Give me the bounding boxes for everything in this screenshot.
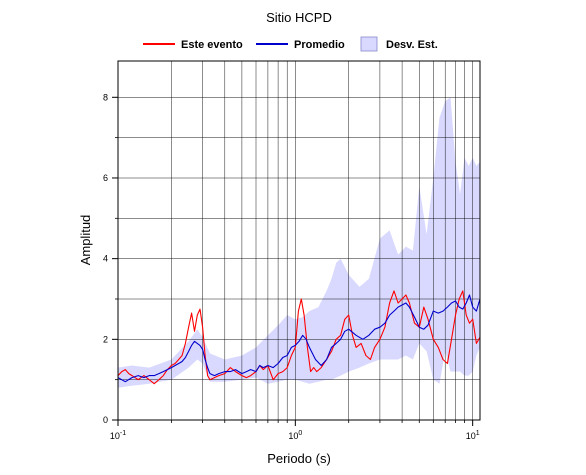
- x-tick-label: 100: [288, 430, 302, 441]
- legend-label-este-evento: Este evento: [181, 39, 243, 51]
- x-axis-label: Periodo (s): [267, 451, 331, 466]
- legend-swatch-desv-est: [360, 36, 378, 52]
- y-tick-label: 8: [103, 92, 108, 102]
- y-tick-label: 4: [103, 254, 108, 264]
- series-line-este-evento: [118, 290, 480, 385]
- x-tick-label: 10-1: [110, 430, 126, 441]
- y-tick-label: 2: [103, 334, 108, 344]
- chart-title: Sitio HCPD: [266, 10, 332, 25]
- series-line-promedio: [118, 294, 480, 383]
- y-axis-label: Amplitud: [78, 215, 93, 266]
- y-tick-label: 6: [103, 173, 108, 183]
- legend: Este evento Promedio Desv. Est.: [143, 36, 438, 52]
- legend-label-promedio: Promedio: [294, 39, 345, 51]
- y-tick-label: 0: [103, 415, 108, 425]
- legend-label-desv-est: Desv. Est.: [386, 39, 438, 51]
- std-dev-band: [118, 97, 480, 388]
- plot-frame: [117, 60, 481, 421]
- x-tick-label: 101: [466, 430, 480, 441]
